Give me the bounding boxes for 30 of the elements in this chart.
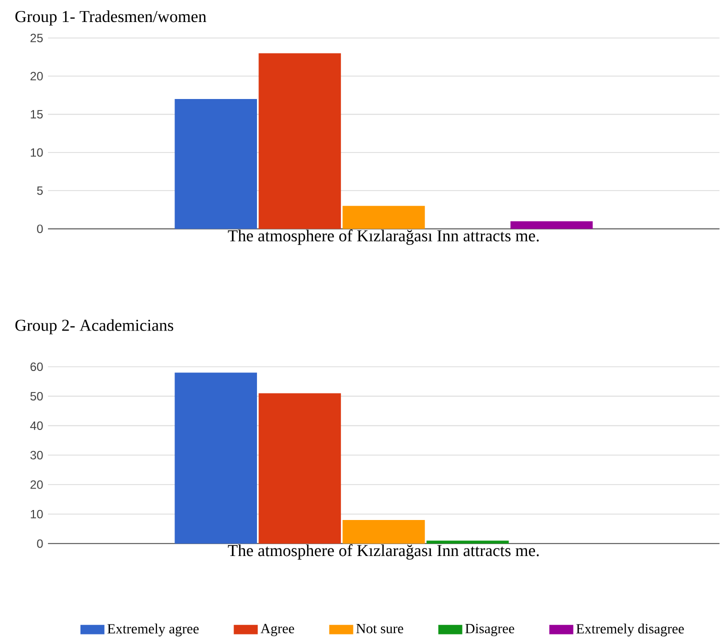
bar bbox=[258, 53, 341, 230]
y-tick-label: 30 bbox=[30, 451, 43, 460]
y-tick-label: 20 bbox=[30, 480, 43, 490]
bar bbox=[510, 221, 593, 230]
y-tick-label: 0 bbox=[37, 540, 43, 548]
bar bbox=[174, 372, 257, 544]
bar bbox=[174, 99, 257, 230]
legend-label: Extremely agree bbox=[107, 624, 199, 637]
y-tick-label: 10 bbox=[30, 510, 43, 519]
y-tick-label: 25 bbox=[30, 34, 43, 42]
legend-label: Not sure bbox=[356, 624, 404, 634]
y-tick-label: 20 bbox=[30, 72, 43, 81]
bar bbox=[258, 394, 341, 544]
bar bbox=[342, 520, 425, 544]
chart-title: Group 1- Tradesmen/women bbox=[15, 10, 206, 26]
y-tick-label: 60 bbox=[30, 362, 43, 372]
legend-label: Agree bbox=[260, 624, 294, 636]
bar bbox=[342, 206, 425, 230]
legend-label: Extremely disagree bbox=[576, 624, 684, 637]
x-tick-label: The atmosphere of Kızlarağası Inn attracts me. bbox=[228, 230, 539, 246]
chart-title: Group 2- Academicians bbox=[15, 319, 174, 335]
y-tick-label: 0 bbox=[37, 224, 43, 234]
y-tick-label: 10 bbox=[30, 148, 43, 157]
legend-label: Disagree bbox=[465, 624, 514, 636]
y-tick-label: 50 bbox=[30, 392, 43, 401]
y-tick-label: 15 bbox=[30, 110, 43, 119]
y-tick-label: 40 bbox=[30, 422, 43, 430]
x-tick-label: The atmosphere of Kızlarağası Inn attracts me. bbox=[228, 544, 539, 560]
y-tick-label: 5 bbox=[37, 186, 43, 196]
bar bbox=[426, 540, 509, 544]
